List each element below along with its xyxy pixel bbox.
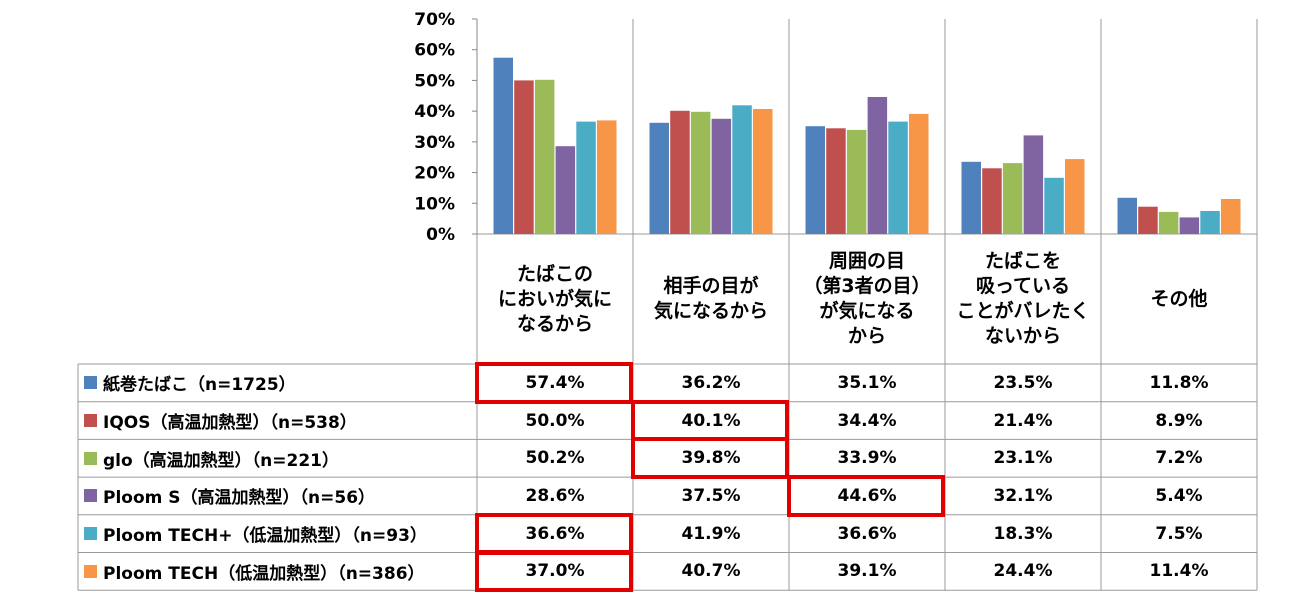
bar <box>711 118 732 234</box>
bar <box>846 129 867 234</box>
bar <box>867 97 888 234</box>
data-label: 28.6% <box>525 485 585 506</box>
data-label: 24.4% <box>993 561 1053 582</box>
data-label: 11.8% <box>1149 372 1209 393</box>
legend-swatch <box>84 451 97 465</box>
legend-entry: Ploom S（高温加熱型）（n=56） <box>78 477 477 515</box>
data-label: 32.1% <box>993 485 1053 506</box>
bar <box>805 126 825 234</box>
bar <box>909 113 929 234</box>
bar <box>982 168 1002 234</box>
bar <box>649 122 669 234</box>
bar <box>690 111 711 234</box>
bar <box>1002 163 1023 234</box>
legend-label: Ploom TECH（低温加熱型）（n=386） <box>103 563 425 584</box>
bar <box>534 79 555 234</box>
data-label: 5.4% <box>1155 485 1203 506</box>
data-label: 11.4% <box>1149 561 1209 582</box>
data-label: 37.5% <box>681 485 741 506</box>
bar <box>670 110 690 234</box>
data-label: 41.9% <box>681 523 741 544</box>
data-label: 7.2% <box>1155 448 1203 469</box>
y-tick-label: 60% <box>414 41 455 61</box>
bar <box>1158 211 1179 234</box>
data-label: 23.1% <box>993 448 1053 469</box>
data-label: 7.5% <box>1155 523 1203 544</box>
data-label: 21.4% <box>993 410 1053 431</box>
legend-entry: Ploom TECH+（低温加熱型）（n=93） <box>78 515 477 553</box>
data-label: 39.8% <box>681 448 741 469</box>
data-label: 40.1% <box>681 410 741 431</box>
bar <box>1065 159 1085 234</box>
legend-label: 紙巻たばこ（n=1725） <box>103 375 296 396</box>
y-tick-label: 0% <box>426 225 455 245</box>
legend-swatch <box>84 527 97 541</box>
y-tick-label: 20% <box>414 164 455 184</box>
y-tick-label: 70% <box>414 10 455 30</box>
data-label: 36.6% <box>525 523 585 544</box>
data-label: 50.2% <box>525 448 585 469</box>
bar <box>753 109 773 234</box>
data-label: 33.9% <box>837 448 897 469</box>
legend-swatch <box>84 489 97 503</box>
bar <box>1117 197 1137 234</box>
legend-swatch <box>84 376 97 390</box>
bar <box>888 121 908 234</box>
data-label: 44.6% <box>837 485 897 506</box>
data-label: 36.6% <box>837 523 897 544</box>
legend-label: IQOS（高温加熱型）（n=538） <box>103 413 357 434</box>
data-label: 36.2% <box>681 372 741 393</box>
legend-label: Ploom S（高温加熱型）（n=56） <box>103 488 376 509</box>
legend-label: Ploom TECH+（低温加熱型）（n=93） <box>103 526 427 547</box>
bar <box>1023 135 1044 234</box>
bar <box>1179 217 1200 234</box>
legend-entry: glo（高温加熱型）（n=221） <box>78 439 477 477</box>
bar <box>555 146 576 234</box>
data-label: 8.9% <box>1155 410 1203 431</box>
category-label: たばこの においが気に なるから <box>497 262 612 335</box>
bar <box>826 128 846 234</box>
data-label: 18.3% <box>993 523 1053 544</box>
bar <box>961 161 981 234</box>
table-grid <box>77 19 1258 591</box>
legend-entry: Ploom TECH（低温加熱型）（n=386） <box>78 553 477 591</box>
bar <box>493 57 513 235</box>
bars <box>493 57 1241 235</box>
legend-entry: 紙巻たばこ（n=1725） <box>78 364 477 402</box>
legend-swatch <box>84 414 97 428</box>
bar <box>1044 177 1064 234</box>
data-label: 39.1% <box>837 561 897 582</box>
data-label: 37.0% <box>525 561 585 582</box>
bar <box>732 105 752 234</box>
bar <box>1200 211 1220 234</box>
legend-label: glo（高温加熱型）（n=221） <box>103 450 340 471</box>
category-label: その他 <box>1150 287 1208 310</box>
y-tick-label: 10% <box>414 194 455 214</box>
legend-entry: IQOS（高温加熱型）（n=538） <box>78 402 477 440</box>
data-label: 50.0% <box>525 410 585 431</box>
bar <box>597 120 617 234</box>
data-label: 35.1% <box>837 372 897 393</box>
y-tick-label: 40% <box>414 102 455 122</box>
data-label: 23.5% <box>993 372 1053 393</box>
category-label: 周囲の目 （第3者の目） が気になる から <box>803 250 931 347</box>
bar <box>576 121 596 234</box>
bar <box>514 80 534 235</box>
data-label: 40.7% <box>681 561 741 582</box>
y-axis: 0% 10% 20% 30% 40% 50% 60% 70% <box>414 10 478 245</box>
category-label: 相手の目が 気になるから <box>653 275 768 322</box>
y-tick-label: 50% <box>414 71 455 91</box>
legend-swatch <box>84 564 97 578</box>
bar <box>1221 199 1241 234</box>
bar <box>1138 206 1158 234</box>
category-label: たばこを 吸っている ことがバレたく ないから <box>956 250 1090 347</box>
data-label: 34.4% <box>837 410 897 431</box>
data-label: 57.4% <box>525 372 585 393</box>
y-tick-label: 30% <box>414 133 455 153</box>
